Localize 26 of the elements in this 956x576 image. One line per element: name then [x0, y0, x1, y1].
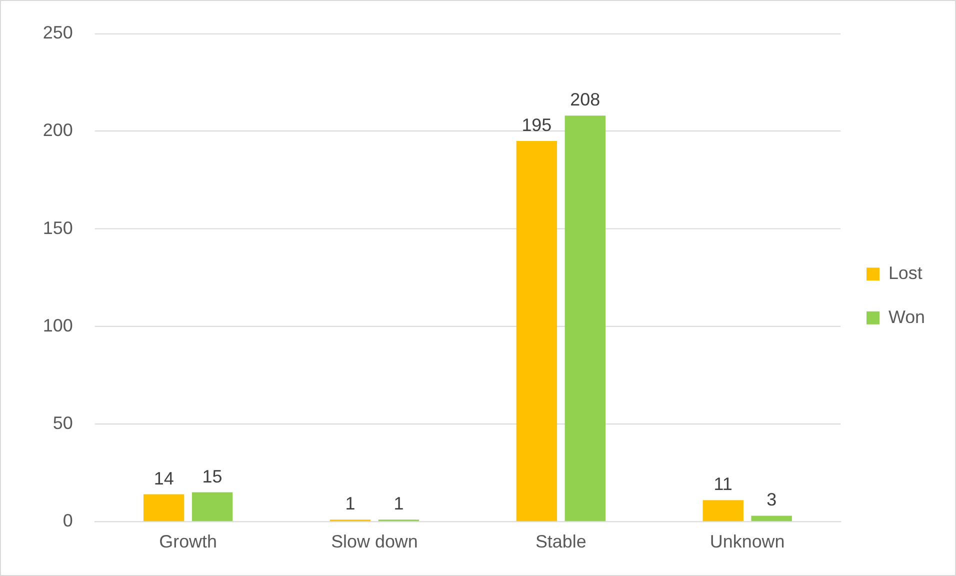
data-label: 195	[522, 115, 552, 136]
x-tick-label: Unknown	[710, 531, 785, 552]
bar	[192, 492, 233, 522]
y-tick-label: 0	[62, 510, 73, 531]
y-tick-label: 150	[42, 218, 73, 238]
y-tick-label: 100	[42, 315, 73, 336]
x-tick-label: Growth	[159, 531, 217, 552]
data-label: 1	[394, 494, 404, 514]
bar	[702, 500, 744, 522]
data-label: 208	[570, 90, 600, 110]
x-tick-label: Stable	[535, 531, 586, 552]
bar	[516, 141, 558, 522]
data-label: 11	[714, 474, 732, 494]
y-tick-label: 250	[42, 22, 73, 43]
data-label: 14	[154, 468, 174, 488]
legend-label: Won	[888, 306, 926, 327]
x-tick-label: Slow down	[331, 531, 418, 552]
legend-label: Lost	[888, 263, 922, 283]
data-label: 3	[766, 490, 777, 510]
bar	[751, 516, 792, 522]
bar	[564, 116, 606, 522]
data-label: 1	[345, 494, 356, 514]
bar	[143, 494, 184, 522]
y-tick-label: 200	[42, 120, 73, 140]
data-label: 15	[202, 466, 222, 486]
y-tick-label: 50	[52, 412, 73, 433]
